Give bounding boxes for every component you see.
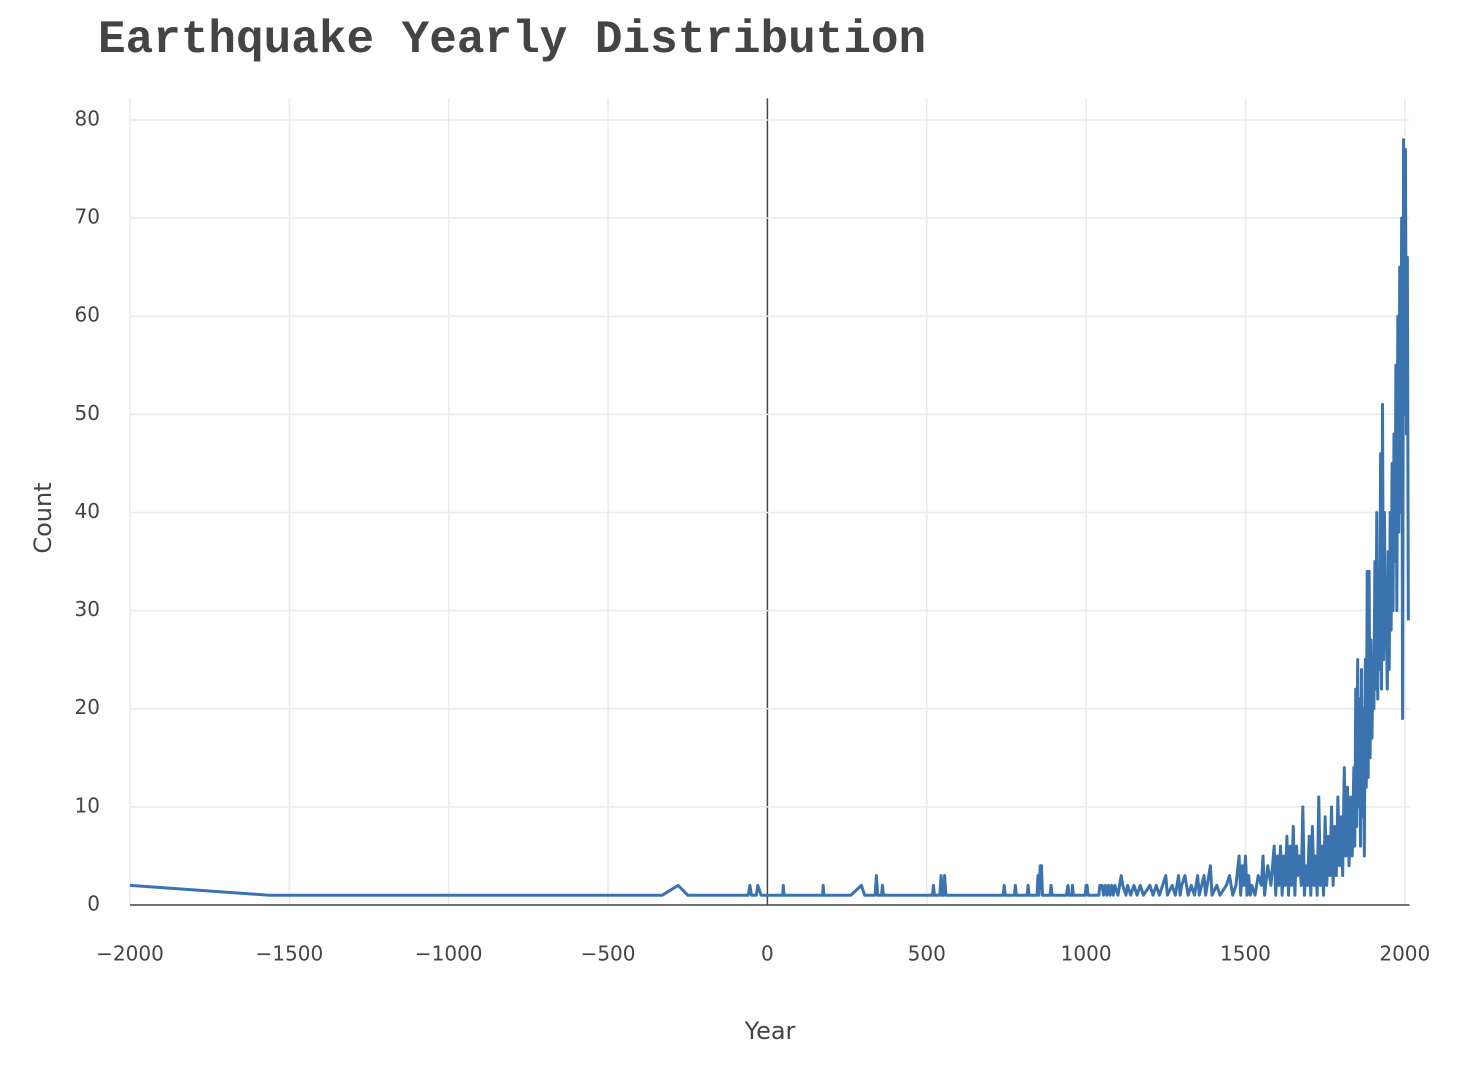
- y-tick-label: 70: [75, 205, 100, 229]
- y-tick-label: 80: [75, 106, 100, 130]
- x-tick-label: 500: [908, 942, 946, 966]
- x-tick-label: −1500: [256, 942, 324, 966]
- data-line: [129, 138, 1410, 897]
- chart-title: Earthquake Yearly Distribution: [98, 14, 926, 66]
- x-tick-label: 1500: [1220, 942, 1271, 966]
- y-tick-label: 0: [87, 892, 100, 916]
- x-axis-label: Year: [744, 1017, 796, 1045]
- x-tick-label: 1000: [1061, 942, 1112, 966]
- y-tick-label: 40: [75, 499, 100, 523]
- x-tick-label: −2000: [96, 942, 164, 966]
- y-tick-label: 60: [75, 303, 100, 327]
- x-tick-label: −500: [581, 942, 636, 966]
- x-tick-label: 2000: [1379, 942, 1430, 966]
- y-tick-label: 50: [75, 401, 100, 425]
- y-tick-label: 20: [75, 695, 100, 719]
- y-tick-label: 30: [75, 597, 100, 621]
- y-tick-label: 10: [75, 793, 100, 817]
- x-tick-label: −1000: [415, 942, 483, 966]
- x-tick-label: 0: [761, 942, 774, 966]
- y-axis-label: Count: [29, 482, 57, 553]
